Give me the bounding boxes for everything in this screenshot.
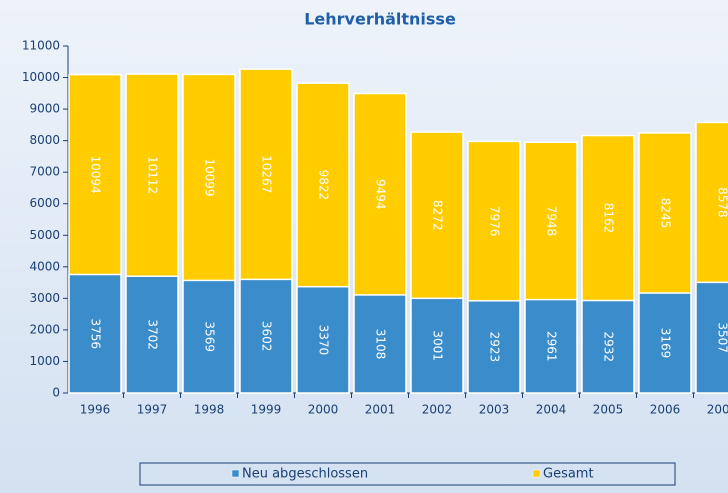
value-label: 8245 bbox=[659, 198, 673, 229]
value-label: 3602 bbox=[260, 321, 274, 352]
bar bbox=[467, 300, 521, 394]
bar bbox=[410, 297, 464, 394]
y-tick-label: 7000 bbox=[29, 165, 60, 179]
value-label: 2932 bbox=[602, 331, 616, 362]
value-label: 7948 bbox=[545, 206, 559, 237]
value-label: 10112 bbox=[146, 156, 160, 194]
value-label: 3702 bbox=[146, 319, 160, 350]
x-tick-label: 1999 bbox=[251, 403, 282, 417]
bar bbox=[182, 279, 236, 394]
bar bbox=[638, 292, 692, 394]
x-tick-label: 2006 bbox=[650, 403, 681, 417]
y-tick-label: 0 bbox=[52, 386, 60, 400]
y-tick-label: 5000 bbox=[29, 228, 60, 242]
chart-title: Lehrverhältnisse bbox=[304, 10, 456, 29]
value-label: 3169 bbox=[659, 328, 673, 359]
y-tick-label: 8000 bbox=[29, 133, 60, 147]
value-label: 9822 bbox=[317, 170, 331, 201]
x-tick-label: 1996 bbox=[80, 403, 111, 417]
y-tick-label: 11000 bbox=[22, 39, 60, 53]
bar bbox=[125, 275, 179, 394]
bar bbox=[353, 294, 407, 394]
x-tick-label: 1997 bbox=[137, 403, 168, 417]
y-tick-label: 4000 bbox=[29, 259, 60, 273]
value-label: 2923 bbox=[488, 332, 502, 363]
y-tick-label: 2000 bbox=[29, 322, 60, 336]
value-label: 9494 bbox=[374, 179, 388, 210]
value-label: 3507 bbox=[716, 322, 728, 353]
x-tick-label: 2007 bbox=[707, 403, 728, 417]
x-tick-label: 1998 bbox=[194, 403, 225, 417]
x-tick-label: 2001 bbox=[365, 403, 396, 417]
value-label: 8578 bbox=[716, 187, 728, 218]
value-label: 8272 bbox=[431, 200, 445, 231]
value-label: 3370 bbox=[317, 325, 331, 356]
legend-box bbox=[139, 462, 676, 486]
x-tick-label: 2000 bbox=[308, 403, 339, 417]
bar bbox=[524, 298, 578, 394]
value-label: 8162 bbox=[602, 203, 616, 234]
x-tick-label: 2005 bbox=[593, 403, 624, 417]
legend-label: Gesamt bbox=[543, 467, 594, 482]
bar bbox=[581, 299, 635, 394]
bar bbox=[239, 278, 293, 394]
y-tick-label: 10000 bbox=[22, 70, 60, 84]
value-label: 3569 bbox=[203, 321, 217, 352]
x-tick-label: 2003 bbox=[479, 403, 510, 417]
y-tick-label: 6000 bbox=[29, 196, 60, 210]
x-tick-label: 2004 bbox=[536, 403, 567, 417]
y-tick-label: 3000 bbox=[29, 291, 60, 305]
y-tick-label: 1000 bbox=[29, 354, 60, 368]
value-label: 7976 bbox=[488, 206, 502, 237]
value-label: 10099 bbox=[203, 158, 217, 196]
value-label: 3001 bbox=[431, 330, 445, 361]
legend-label: Neu abgeschlossen bbox=[242, 467, 368, 482]
value-label: 10267 bbox=[260, 155, 274, 193]
value-label: 2961 bbox=[545, 331, 559, 362]
legend-swatch bbox=[532, 469, 541, 478]
bar bbox=[296, 285, 350, 394]
value-label: 3756 bbox=[89, 318, 103, 349]
bar bbox=[68, 273, 122, 394]
y-tick-label: 9000 bbox=[29, 102, 60, 116]
value-label: 10094 bbox=[89, 155, 103, 193]
legend-swatch bbox=[231, 469, 240, 478]
bar bbox=[695, 281, 728, 394]
x-tick-label: 2002 bbox=[422, 403, 453, 417]
value-label: 3108 bbox=[374, 329, 388, 360]
